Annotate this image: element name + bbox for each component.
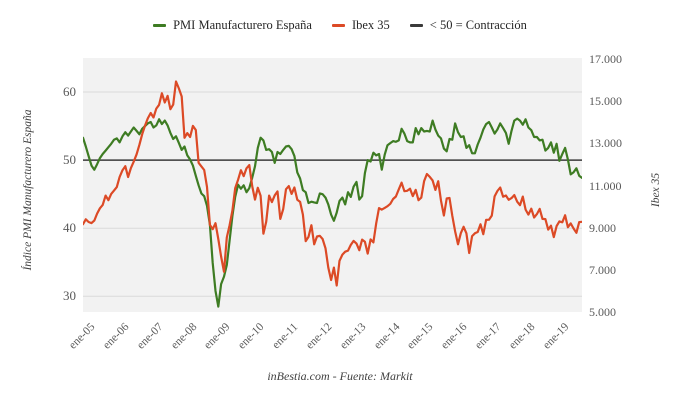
legend-marker-pmi-icon <box>153 24 167 27</box>
source-caption: inBestia.com - Fuente: Markit <box>267 369 413 383</box>
x-tick-ene-13: ene-13 <box>337 321 369 352</box>
right-tick-17000: 17.000 <box>589 52 622 66</box>
right-tick-5000: 5.000 <box>589 305 616 319</box>
x-tick-ene-05: ene-05 <box>66 321 98 352</box>
right-tick-11000: 11.000 <box>589 179 622 193</box>
x-tick-ene-12: ene-12 <box>303 321 335 352</box>
x-tick-ene-14: ene-14 <box>371 321 403 352</box>
left-axis-title: Índice PMI Manufacturero España <box>22 109 34 271</box>
legend-marker-ibex-icon <box>331 24 345 27</box>
plot-area <box>83 58 582 312</box>
left-tick-50: 50 <box>63 152 76 167</box>
right-tick-7000: 7.000 <box>589 263 616 277</box>
legend-label-contraction: < 50 = Contracción <box>429 18 527 32</box>
x-tick-ene-11: ene-11 <box>270 321 301 352</box>
x-tick-ene-18: ene-18 <box>506 321 538 352</box>
x-tick-ene-16: ene-16 <box>438 321 470 352</box>
x-tick-ene-06: ene-06 <box>100 321 132 352</box>
right-tick-9000: 9.000 <box>589 221 616 235</box>
legend-item-pmi: PMI Manufacturero España <box>153 18 312 33</box>
legend-marker-contraction-icon <box>409 24 423 27</box>
left-tick-30: 30 <box>63 288 76 303</box>
right-axis-title: Ibex 35 <box>650 172 662 208</box>
x-tick-ene-17: ene-17 <box>472 321 504 352</box>
legend-label-ibex: Ibex 35 <box>351 18 390 32</box>
legend-item-ibex: Ibex 35 <box>331 18 390 33</box>
left-tick-60: 60 <box>63 84 76 99</box>
left-tick-40: 40 <box>63 220 76 235</box>
x-tick-ene-19: ene-19 <box>540 321 572 352</box>
x-tick-ene-08: ene-08 <box>168 321 200 352</box>
chart-legend: PMI Manufacturero España Ibex 35 < 50 = … <box>0 18 680 33</box>
right-tick-15000: 15.000 <box>589 94 622 108</box>
x-tick-ene-10: ene-10 <box>235 321 267 352</box>
legend-item-contraction: < 50 = Contracción <box>409 18 527 33</box>
x-tick-ene-09: ene-09 <box>201 321 233 352</box>
x-tick-ene-15: ene-15 <box>404 321 436 352</box>
right-tick-13000: 13.000 <box>589 136 622 150</box>
x-tick-ene-07: ene-07 <box>134 321 166 352</box>
legend-label-pmi: PMI Manufacturero España <box>173 18 312 32</box>
